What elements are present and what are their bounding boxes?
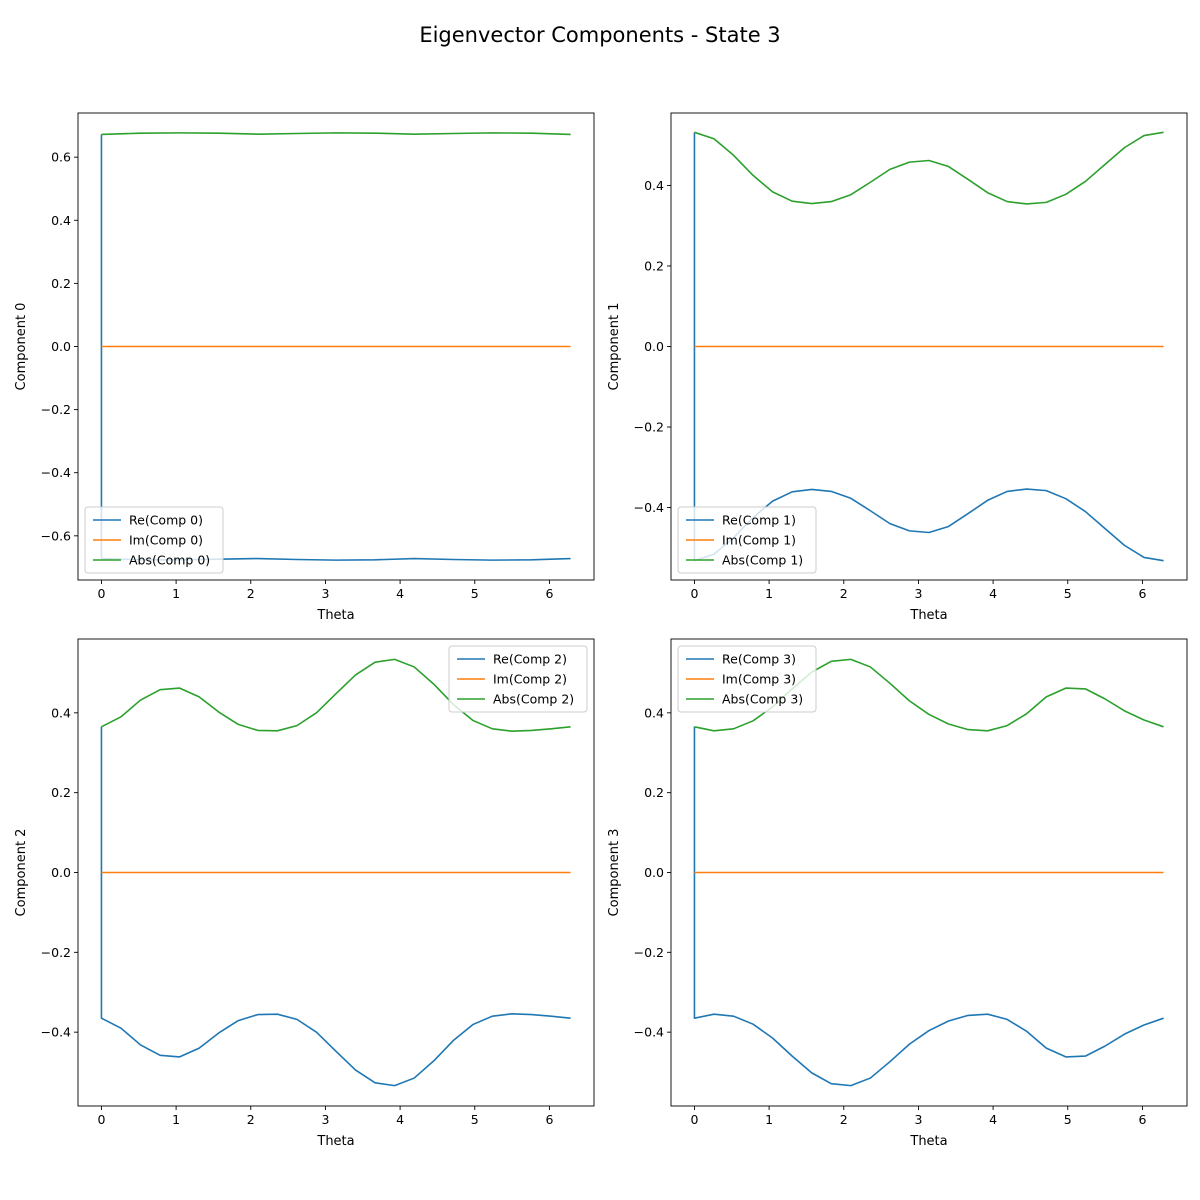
x-tick-label: 1 bbox=[765, 1112, 773, 1127]
series-line-0 bbox=[693, 726, 1164, 1087]
subplot-2: 0 1 2 3 4 5 6 −0.4 −0.2 0.0 0.2 0.4 Theta Component 2… bbox=[14, 638, 595, 1149]
legend-box bbox=[677, 506, 817, 574]
y-tick-label: 0.4 bbox=[51, 213, 71, 228]
y-tick-label: −0.2 bbox=[41, 945, 71, 960]
x-tick-label: 0 bbox=[97, 586, 105, 601]
x-tick-label: 6 bbox=[545, 1112, 553, 1127]
series-line-2 bbox=[101, 132, 571, 136]
y-tick-label: 0.4 bbox=[644, 705, 664, 720]
legend-label-0: Re(Comp 3) bbox=[722, 652, 796, 667]
series-line-0 bbox=[100, 726, 571, 1087]
x-tick-label: 6 bbox=[1138, 1112, 1146, 1127]
subplot-1: 0 1 2 3 4 5 6 −0.4 −0.2 0.0 0.2 0.4 Theta Component 1… bbox=[607, 112, 1188, 623]
x-tick-label: 4 bbox=[989, 586, 997, 601]
legend-label-1: Im(Comp 2) bbox=[493, 672, 567, 687]
x-tick-label: 6 bbox=[545, 586, 553, 601]
legend-label-1: Im(Comp 3) bbox=[722, 672, 796, 687]
x-tick-label: 3 bbox=[321, 1112, 329, 1127]
y-tick-label: −0.2 bbox=[634, 945, 664, 960]
x-tick-label: 4 bbox=[989, 1112, 997, 1127]
y-tick-label: 0.0 bbox=[644, 339, 664, 354]
x-tick-label: 2 bbox=[840, 586, 848, 601]
legend-box bbox=[677, 645, 817, 713]
legend-label-1: Im(Comp 0) bbox=[129, 533, 203, 548]
x-tick-label: 4 bbox=[396, 586, 404, 601]
subplot-grid: 0 1 2 3 4 5 6 −0.6 −0.4 −0.2 0.0 0.2 0.4 0.6 Theta Comp… bbox=[14, 112, 1188, 1149]
x-tick-label: 0 bbox=[690, 586, 698, 601]
x-tick-label: 5 bbox=[471, 1112, 479, 1127]
legend-label-1: Im(Comp 1) bbox=[722, 533, 796, 548]
legend-box bbox=[84, 506, 224, 574]
y-tick-label: 0.2 bbox=[644, 785, 664, 800]
x-tick-label: 6 bbox=[1138, 586, 1146, 601]
x-tick-label: 5 bbox=[1064, 586, 1072, 601]
x-tick-label: 0 bbox=[690, 1112, 698, 1127]
y-tick-label: −0.4 bbox=[634, 1025, 664, 1040]
legend-label-2: Abs(Comp 2) bbox=[493, 692, 574, 707]
x-tick-label: 3 bbox=[914, 1112, 922, 1127]
x-tick-label: 0 bbox=[97, 1112, 105, 1127]
y-axis-label: Component 1 bbox=[607, 303, 622, 391]
y-tick-label: 0.4 bbox=[644, 178, 664, 193]
y-tick-label: 0.2 bbox=[51, 276, 71, 291]
x-tick-label: 5 bbox=[471, 586, 479, 601]
legend: Re(Comp 3) Im(Comp 3) Abs(Comp 3) bbox=[677, 645, 817, 713]
figure-title: Eigenvector Components - State 3 bbox=[419, 23, 780, 47]
y-tick-label: −0.2 bbox=[634, 420, 664, 435]
plot-lines bbox=[100, 658, 571, 1087]
legend: Re(Comp 2) Im(Comp 2) Abs(Comp 2) bbox=[448, 645, 588, 713]
y-tick-label: 0.2 bbox=[51, 785, 71, 800]
y-tick-label: 0.0 bbox=[51, 339, 71, 354]
y-tick-label: 0.0 bbox=[51, 865, 71, 880]
x-tick-label: 5 bbox=[1064, 1112, 1072, 1127]
x-tick-label: 3 bbox=[914, 586, 922, 601]
legend: Re(Comp 0) Im(Comp 0) Abs(Comp 0) bbox=[84, 506, 224, 574]
legend-label-0: Re(Comp 0) bbox=[129, 513, 203, 528]
x-tick-label: 1 bbox=[172, 586, 180, 601]
y-axis-label: Component 2 bbox=[14, 829, 29, 917]
legend-label-2: Abs(Comp 0) bbox=[129, 553, 210, 568]
y-tick-label: −0.4 bbox=[41, 1025, 71, 1040]
y-tick-label: 0.0 bbox=[644, 865, 664, 880]
x-tick-label: 1 bbox=[765, 586, 773, 601]
y-tick-label: 0.4 bbox=[51, 705, 71, 720]
y-tick-label: −0.2 bbox=[41, 402, 71, 417]
x-tick-label: 2 bbox=[840, 1112, 848, 1127]
subplot-0: 0 1 2 3 4 5 6 −0.6 −0.4 −0.2 0.0 0.2 0.4 0.6 Theta Comp… bbox=[14, 112, 595, 623]
legend-label-0: Re(Comp 2) bbox=[493, 652, 567, 667]
y-tick-label: −0.4 bbox=[41, 465, 71, 480]
legend-box bbox=[448, 645, 588, 713]
series-line-2 bbox=[694, 131, 1164, 205]
y-tick-label: −0.6 bbox=[41, 528, 71, 543]
y-tick-label: 0.6 bbox=[51, 150, 71, 165]
y-tick-label: 0.2 bbox=[644, 258, 664, 273]
x-axis-label: Theta bbox=[316, 1134, 354, 1149]
x-tick-label: 2 bbox=[247, 586, 255, 601]
legend-label-0: Re(Comp 1) bbox=[722, 513, 796, 528]
x-axis-label: Theta bbox=[909, 608, 947, 623]
x-tick-label: 2 bbox=[247, 1112, 255, 1127]
x-tick-label: 3 bbox=[321, 586, 329, 601]
x-tick-label: 1 bbox=[172, 1112, 180, 1127]
series-line-2 bbox=[101, 658, 571, 733]
legend-label-2: Abs(Comp 3) bbox=[722, 692, 803, 707]
y-axis-label: Component 3 bbox=[607, 829, 622, 917]
x-tick-label: 4 bbox=[396, 1112, 404, 1127]
legend: Re(Comp 1) Im(Comp 1) Abs(Comp 1) bbox=[677, 506, 817, 574]
subplot-3: 0 1 2 3 4 5 6 −0.4 −0.2 0.0 0.2 0.4 Theta Component 3… bbox=[607, 638, 1188, 1149]
legend-label-2: Abs(Comp 1) bbox=[722, 553, 803, 568]
y-axis-label: Component 0 bbox=[14, 303, 29, 391]
x-axis-label: Theta bbox=[316, 608, 354, 623]
x-axis-label: Theta bbox=[909, 1134, 947, 1149]
y-tick-label: −0.4 bbox=[634, 500, 664, 515]
